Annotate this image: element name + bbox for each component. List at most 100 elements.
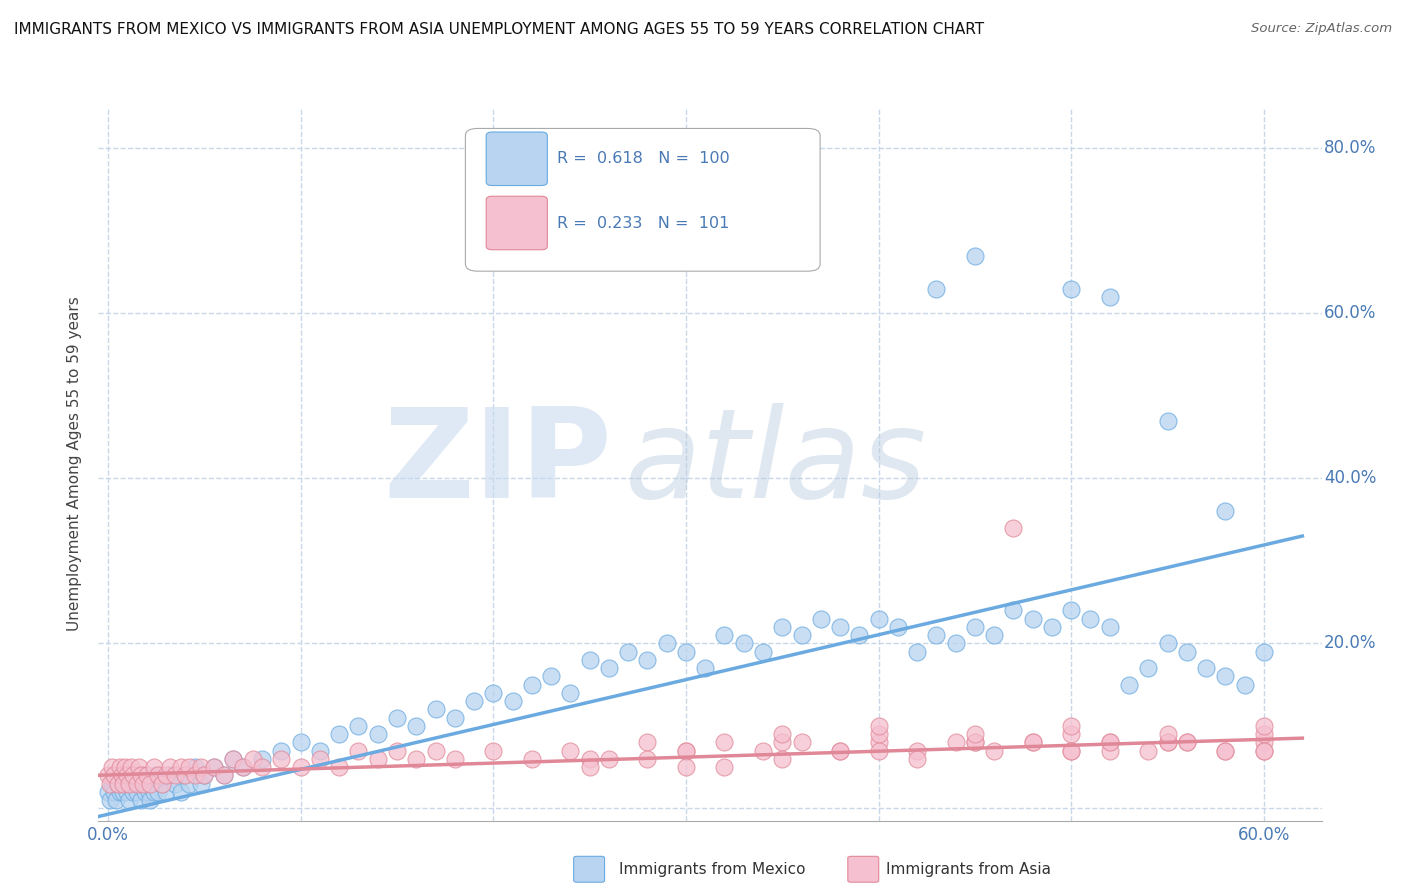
Text: R =  0.233   N =  101: R = 0.233 N = 101 (557, 216, 730, 230)
Point (560, 686, 582, 700)
Point (193, 768, 215, 782)
Point (202, 760, 225, 774)
FancyBboxPatch shape (465, 128, 820, 271)
Point (122, 768, 145, 782)
Point (868, 743, 890, 757)
Point (598, 661, 620, 675)
Point (463, 694, 485, 708)
Point (145, 768, 167, 782)
Point (963, 620, 986, 634)
Point (848, 628, 870, 642)
Point (132, 776, 155, 790)
Point (713, 760, 735, 774)
Point (159, 760, 181, 774)
Point (617, 644, 640, 658)
Point (983, 628, 1005, 642)
Point (1021, 735, 1043, 749)
Point (1213, 743, 1236, 757)
Point (1021, 735, 1043, 749)
Point (482, 686, 505, 700)
Point (1156, 735, 1178, 749)
Point (540, 669, 562, 683)
Point (146, 768, 169, 782)
Point (425, 743, 447, 757)
Point (114, 776, 136, 790)
Point (925, 281, 948, 295)
Point (1253, 743, 1275, 757)
Point (174, 768, 197, 782)
Point (309, 743, 332, 757)
Point (1175, 644, 1198, 658)
Point (1021, 611, 1043, 625)
Point (270, 743, 292, 757)
Point (1213, 669, 1236, 683)
Point (103, 768, 125, 782)
Point (963, 735, 986, 749)
Point (598, 752, 620, 766)
Point (190, 760, 212, 774)
Point (118, 776, 141, 790)
Point (1156, 735, 1178, 749)
Point (101, 760, 124, 774)
Point (97, 785, 120, 799)
Point (790, 735, 813, 749)
Point (636, 653, 658, 667)
Point (135, 768, 157, 782)
Point (155, 768, 177, 782)
Point (1002, 521, 1025, 535)
Point (101, 776, 124, 790)
Point (770, 727, 793, 741)
Point (790, 628, 813, 642)
Point (636, 752, 658, 766)
Text: IMMIGRANTS FROM MEXICO VS IMMIGRANTS FROM ASIA UNEMPLOYMENT AMONG AGES 55 TO 59 : IMMIGRANTS FROM MEXICO VS IMMIGRANTS FRO… (14, 22, 984, 37)
Point (770, 752, 793, 766)
Point (290, 735, 312, 749)
Point (868, 735, 890, 749)
Point (232, 760, 254, 774)
Point (114, 760, 136, 774)
Point (1156, 727, 1178, 741)
Point (165, 776, 187, 790)
Text: 80.0%: 80.0% (1324, 139, 1376, 157)
Text: Immigrants from Asia: Immigrants from Asia (886, 863, 1050, 877)
Point (242, 752, 264, 766)
Point (675, 760, 697, 774)
Point (713, 735, 735, 749)
Point (1098, 620, 1121, 634)
Point (347, 719, 370, 733)
Point (190, 776, 212, 790)
FancyBboxPatch shape (574, 856, 605, 882)
Point (733, 636, 755, 650)
Point (675, 743, 697, 757)
Point (868, 727, 890, 741)
Point (143, 760, 166, 774)
Point (675, 743, 697, 757)
Point (328, 760, 350, 774)
Point (1080, 611, 1102, 625)
Point (98, 793, 121, 807)
Text: Immigrants from Mexico: Immigrants from Mexico (619, 863, 806, 877)
Point (139, 776, 162, 790)
Point (128, 760, 150, 774)
FancyBboxPatch shape (486, 196, 547, 250)
Point (655, 636, 678, 650)
Point (828, 743, 851, 757)
Point (925, 628, 948, 642)
Point (636, 735, 658, 749)
Point (1253, 644, 1275, 658)
FancyBboxPatch shape (848, 856, 879, 882)
Point (520, 677, 543, 691)
Point (177, 760, 200, 774)
Point (1060, 603, 1083, 617)
Point (184, 768, 207, 782)
Point (1253, 743, 1275, 757)
Point (117, 768, 139, 782)
Point (578, 760, 600, 774)
Point (770, 620, 793, 634)
Point (110, 768, 132, 782)
Point (695, 661, 717, 675)
Point (1175, 735, 1198, 749)
Point (270, 752, 292, 766)
Point (675, 644, 697, 658)
Point (212, 768, 235, 782)
